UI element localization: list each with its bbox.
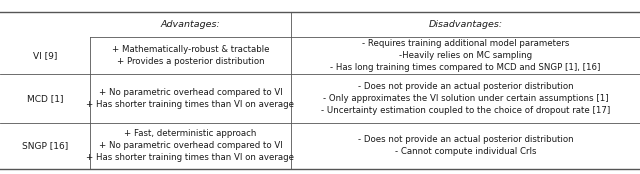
Text: SNGP [16]: SNGP [16] xyxy=(22,141,68,150)
Text: - Does not provide an actual posterior distribution
- Only approximates the VI s: - Does not provide an actual posterior d… xyxy=(321,82,610,115)
Text: Advantages:: Advantages: xyxy=(161,20,220,29)
Text: - Requires training additional model parameters
-Heavily relies on MC sampling
-: - Requires training additional model par… xyxy=(330,39,601,72)
Text: MCD [1]: MCD [1] xyxy=(26,94,63,103)
Text: - Does not provide an actual posterior distribution
- Cannot compute individual : - Does not provide an actual posterior d… xyxy=(358,135,573,156)
Text: + Fast, deterministic approach
+ No parametric overhead compared to VI
+ Has sho: + Fast, deterministic approach + No para… xyxy=(86,129,294,162)
Text: VI [9]: VI [9] xyxy=(33,51,57,60)
Text: + No parametric overhead compared to VI
+ Has shorter training times than VI on : + No parametric overhead compared to VI … xyxy=(86,88,294,109)
Text: Disadvantages:: Disadvantages: xyxy=(429,20,502,29)
Text: + Mathematically-robust & tractable
+ Provides a posterior distribution: + Mathematically-robust & tractable + Pr… xyxy=(111,45,269,66)
